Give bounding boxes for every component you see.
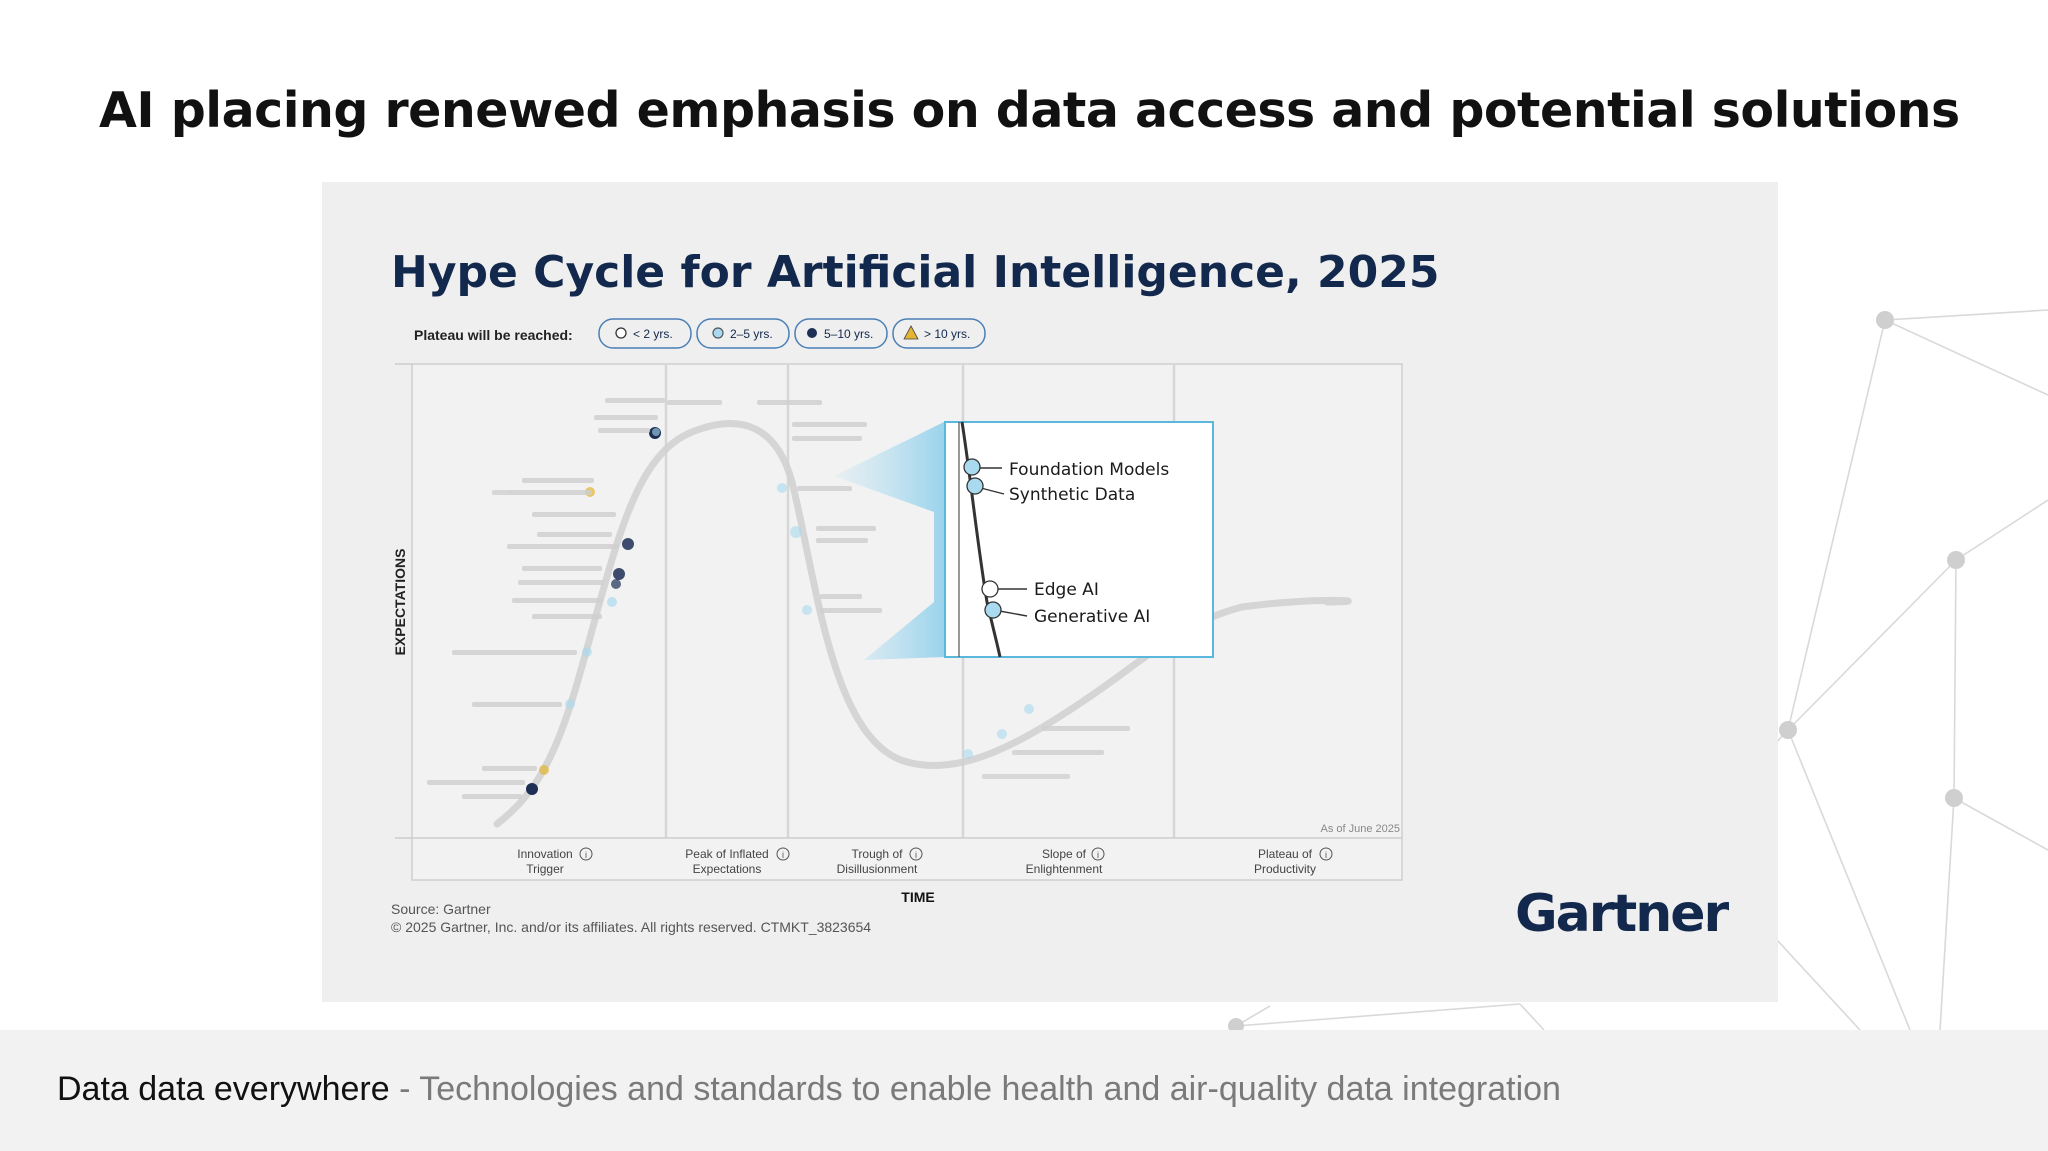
callout-item-synthetic-data: Synthetic Data [966,477,1135,505]
dark-circle-icon [807,328,817,338]
footer-text: Data data everywhere - Technologies and … [57,1070,1561,1109]
phase-trough-of-disillusionment: Trough of Disillusionment i [837,847,923,876]
svg-text:Trough of: Trough of [852,847,904,861]
svg-text:2–5 yrs.: 2–5 yrs. [730,327,773,341]
legend-item-2to5: 2–5 yrs. [696,318,790,349]
info-icon: i [1091,847,1105,861]
as-of-note: As of June 2025 [1320,823,1400,835]
hype-cycle-figure: Hype Cycle for Artificial Intelligence, … [322,182,1778,1002]
svg-text:Productivity: Productivity [1254,862,1316,876]
svg-text:5–10 yrs.: 5–10 yrs. [824,327,873,341]
open-circle-icon [615,327,627,339]
svg-text:Edge AI: Edge AI [1034,580,1099,600]
legend-item-lt2: < 2 yrs. [598,318,692,349]
source-note: Source: Gartner [391,901,491,917]
phase-innovation-trigger: Innovation Trigger i [517,847,593,876]
x-axis-label: TIME [901,889,934,905]
footer-separator: - [389,1070,420,1108]
svg-text:Foundation Models: Foundation Models [1009,460,1169,480]
svg-text:i: i [1325,850,1327,860]
svg-text:Expectations: Expectations [693,862,762,876]
svg-text:Plateau of: Plateau of [1258,847,1313,861]
gartner-logo: Gartner [1515,884,1730,944]
svg-text:Enlightenment: Enlightenment [1026,862,1103,876]
hype-curve [493,420,1352,828]
deck-title: Data data everywhere [57,1070,390,1108]
svg-text:i: i [1097,850,1099,860]
legend-item-5to10: 5–10 yrs. [794,318,888,349]
legend-label: Plateau will be reached: [414,327,573,343]
svg-text:> 10 yrs.: > 10 yrs. [924,327,970,341]
legend-item-gt10: > 10 yrs. [892,318,986,349]
network-background-graphic [1228,309,2048,1030]
slide-title: AI placing renewed emphasis on data acce… [99,82,1960,139]
svg-text:Innovation: Innovation [517,847,572,861]
svg-text:< 2 yrs.: < 2 yrs. [633,327,673,341]
slide-footer: Data data everywhere - Technologies and … [0,1030,2048,1151]
figure-title: Hype Cycle for Artificial Intelligence, … [391,247,1439,298]
svg-text:i: i [782,850,784,860]
svg-text:Slope of: Slope of [1042,847,1087,861]
phase-slope-of-enlightenment: Slope of Enlightenment i [1026,847,1105,876]
svg-text:Generative AI: Generative AI [1034,607,1150,627]
phase-band [411,837,1403,881]
technology-markers [526,427,1034,795]
svg-text:Synthetic Data: Synthetic Data [1009,485,1135,505]
info-icon: i [909,847,923,861]
copyright-note: © 2025 Gartner, Inc. and/or its affiliat… [391,919,871,935]
phase-peak-of-inflated-expectations: Peak of Inflated Expectations i [685,847,790,876]
y-axis-label: EXPECTATIONS [392,549,408,656]
callout-beam [834,422,945,660]
svg-text:Trigger: Trigger [526,862,564,876]
light-blue-circle-icon [712,327,724,339]
deck-subtitle: Technologies and standards to enable hea… [419,1070,1561,1108]
svg-text:Disillusionment: Disillusionment [837,862,918,876]
info-icon: i [579,847,593,861]
registered-mark-icon: ® [1706,919,1718,933]
svg-text:i: i [585,850,587,860]
callout-item-foundation-models: Foundation Models [963,458,1169,480]
phase-plateau-of-productivity: Plateau of Productivity i [1254,847,1333,876]
callout-item-generative-ai: Generative AI [984,601,1150,627]
blurred-technology-labels [427,398,1130,799]
warning-triangle-icon [903,325,919,340]
svg-text:Peak of Inflated: Peak of Inflated [685,847,768,861]
svg-text:i: i [915,850,917,860]
info-icon: i [776,847,790,861]
info-icon: i [1319,847,1333,861]
callout-item-edge-ai: Edge AI [981,580,1099,600]
